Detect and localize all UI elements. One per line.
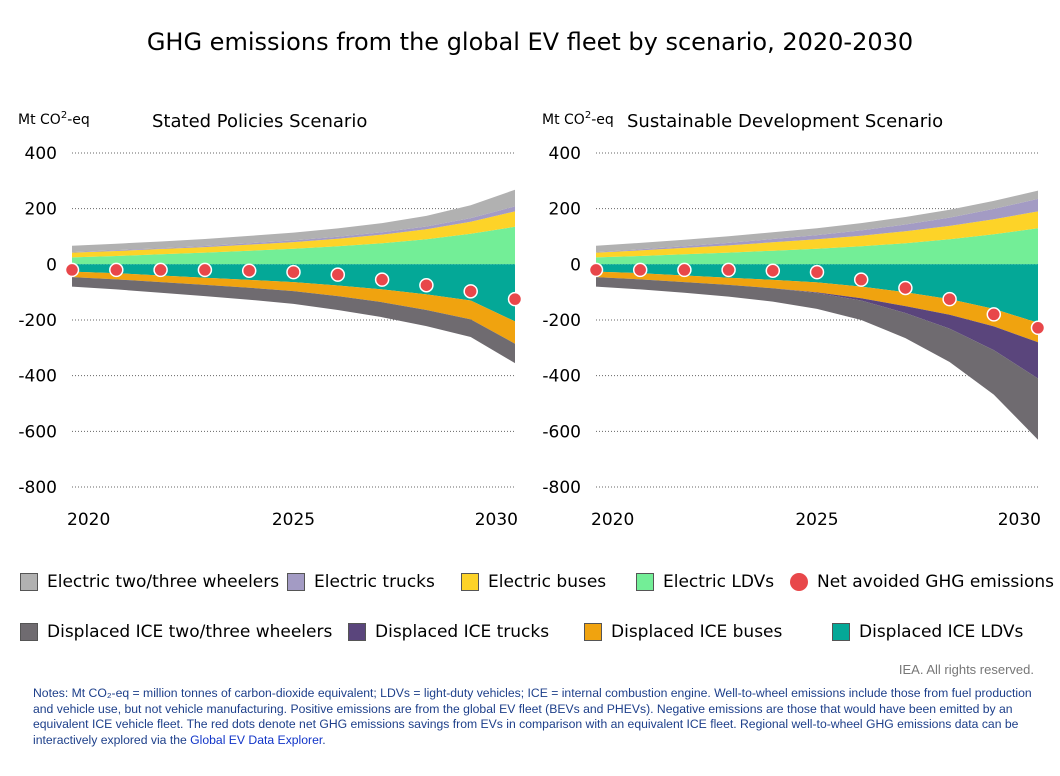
legend-item-electric-trucks: Electric trucks <box>287 572 435 592</box>
net-avoided-dot <box>632 262 648 278</box>
legend-item-electric-buses: Electric buses <box>461 572 606 592</box>
y-tick-label: -400 <box>542 367 581 387</box>
area-electric-trucks <box>596 198 1038 253</box>
legend-swatch <box>20 573 38 591</box>
net-avoided-dot <box>64 262 80 278</box>
legend-label: Displaced ICE buses <box>611 622 783 642</box>
net-avoided-dot <box>197 262 213 278</box>
legend-item-displaced-ice-two-three-wheelers: Displaced ICE two/three wheelers <box>20 622 332 642</box>
legend-swatch <box>790 573 808 591</box>
legend-swatch <box>636 573 654 591</box>
y-tick-label: 400 <box>25 144 57 164</box>
notes: Notes: Mt CO₂-eq = million tonnes of car… <box>33 686 1038 748</box>
y-tick-label: -200 <box>18 311 57 331</box>
y-tick-label: 400 <box>549 144 581 164</box>
y-tick-label: -200 <box>542 311 581 331</box>
x-tick-label: 2025 <box>795 510 838 530</box>
rights-text: IEA. All rights reserved. <box>898 662 1034 677</box>
net-avoided-dot <box>898 280 913 296</box>
area-displaced-ice-ldvs <box>596 264 1038 323</box>
legend-item-electric-two-three-wheelers: Electric two/three wheelers <box>20 572 279 592</box>
chart-title: GHG emissions from the global EV fleet b… <box>146 28 914 56</box>
net-avoided-dot <box>1030 320 1046 336</box>
legend-swatch <box>287 573 305 591</box>
net-avoided-dot <box>677 262 692 278</box>
legend-swatch <box>461 573 479 591</box>
y-axis-unit-label: Mt CO2-eq <box>18 110 90 128</box>
y-tick-label: -600 <box>542 422 581 442</box>
area-displaced-ice-buses <box>72 271 515 344</box>
net-avoided-dot <box>853 272 869 287</box>
net-avoided-dot <box>109 262 124 278</box>
net-avoided-dot <box>330 267 346 282</box>
legend-label: Electric trucks <box>314 572 435 592</box>
net-avoided-dot <box>942 291 957 307</box>
x-tick-label: 2020 <box>591 510 634 530</box>
legend-label: Electric two/three wheelers <box>47 572 280 592</box>
legend-label: Displaced ICE two/three wheelers <box>47 622 333 642</box>
legend-item-net-avoided-ghg-emissions: Net avoided GHG emissions <box>790 572 1054 592</box>
legend-swatch <box>832 623 850 641</box>
area-electric-buses <box>596 211 1038 258</box>
net-avoided-dot <box>986 307 1002 322</box>
area-electric-two-three-wheelers <box>596 190 1038 253</box>
area-displaced-ice-two-three-wheelers <box>596 277 1038 440</box>
legend-label: Net avoided GHG emissions <box>817 572 1055 592</box>
y-tick-label: 200 <box>549 200 581 220</box>
net-avoided-dot <box>507 291 523 307</box>
net-avoided-dot <box>809 264 825 280</box>
x-tick-label: 2030 <box>998 510 1041 530</box>
y-axis-unit-label: Mt CO2-eq <box>542 110 614 128</box>
net-avoided-dot <box>241 263 257 278</box>
panel-title: Stated Policies Scenario <box>152 111 367 132</box>
net-avoided-dot <box>286 264 301 280</box>
area-electric-buses <box>72 211 515 258</box>
data-explorer-link[interactable]: Global EV Data Explorer <box>190 732 323 747</box>
x-tick-label: 2030 <box>475 510 518 530</box>
legend-label: Electric LDVs <box>663 572 775 592</box>
notes-text: Notes: Mt CO₂-eq = million tonnes of car… <box>33 686 1032 747</box>
notes-end: . <box>322 732 326 747</box>
legend-item-displaced-ice-buses: Displaced ICE buses <box>584 622 782 642</box>
legend-label: Electric buses <box>488 572 607 592</box>
panel-title: Sustainable Development Scenario <box>627 111 943 132</box>
area-displaced-ice-buses <box>596 271 1038 343</box>
net-avoided-dot <box>765 263 781 278</box>
net-avoided-dot <box>721 262 736 278</box>
x-tick-label: 2020 <box>67 510 110 530</box>
charts-svg: Mt CO2-eq Stated Policies Scenario 400 200 0… <box>18 110 1046 530</box>
area-displaced-ice-two-three-wheelers <box>72 277 515 364</box>
net-avoided-dot <box>153 262 168 278</box>
y-tick-label: -800 <box>18 478 57 498</box>
legend-label: Displaced ICE LDVs <box>859 622 1024 642</box>
y-tick-label: 200 <box>25 200 57 220</box>
area-electric-two-three-wheelers <box>72 189 515 253</box>
legend-item-displaced-ice-ldvs: Displaced ICE LDVs <box>832 622 1023 642</box>
net-avoided-dot <box>374 272 390 287</box>
legend-label: Displaced ICE trucks <box>375 622 550 642</box>
legend-swatch <box>348 623 366 641</box>
y-tick-label: -800 <box>542 478 581 498</box>
y-tick-label: 0 <box>570 255 581 275</box>
net-avoided-dot <box>463 284 478 299</box>
area-displaced-ice-trucks <box>596 277 1038 379</box>
legend-item-electric-ldvs: Electric LDVs <box>636 572 774 592</box>
area-displaced-ice-ldvs <box>72 264 515 322</box>
x-tick-label: 2025 <box>272 510 315 530</box>
y-tick-label: -400 <box>18 367 57 387</box>
legend-swatch <box>20 623 38 641</box>
legend-swatch <box>584 623 602 641</box>
area-electric-ldvs <box>596 228 1038 265</box>
net-avoided-dot <box>588 262 604 278</box>
legend-item-displaced-ice-trucks: Displaced ICE trucks <box>348 622 549 642</box>
y-tick-label: -600 <box>18 422 57 442</box>
area-electric-ldvs <box>72 226 515 265</box>
y-tick-label: 0 <box>46 255 57 275</box>
net-avoided-dot <box>419 277 434 293</box>
